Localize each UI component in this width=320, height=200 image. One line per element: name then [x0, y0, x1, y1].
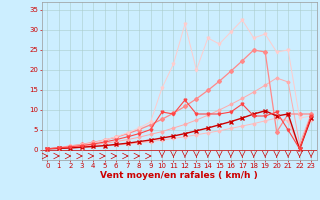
- X-axis label: Vent moyen/en rafales ( km/h ): Vent moyen/en rafales ( km/h ): [100, 171, 258, 180]
